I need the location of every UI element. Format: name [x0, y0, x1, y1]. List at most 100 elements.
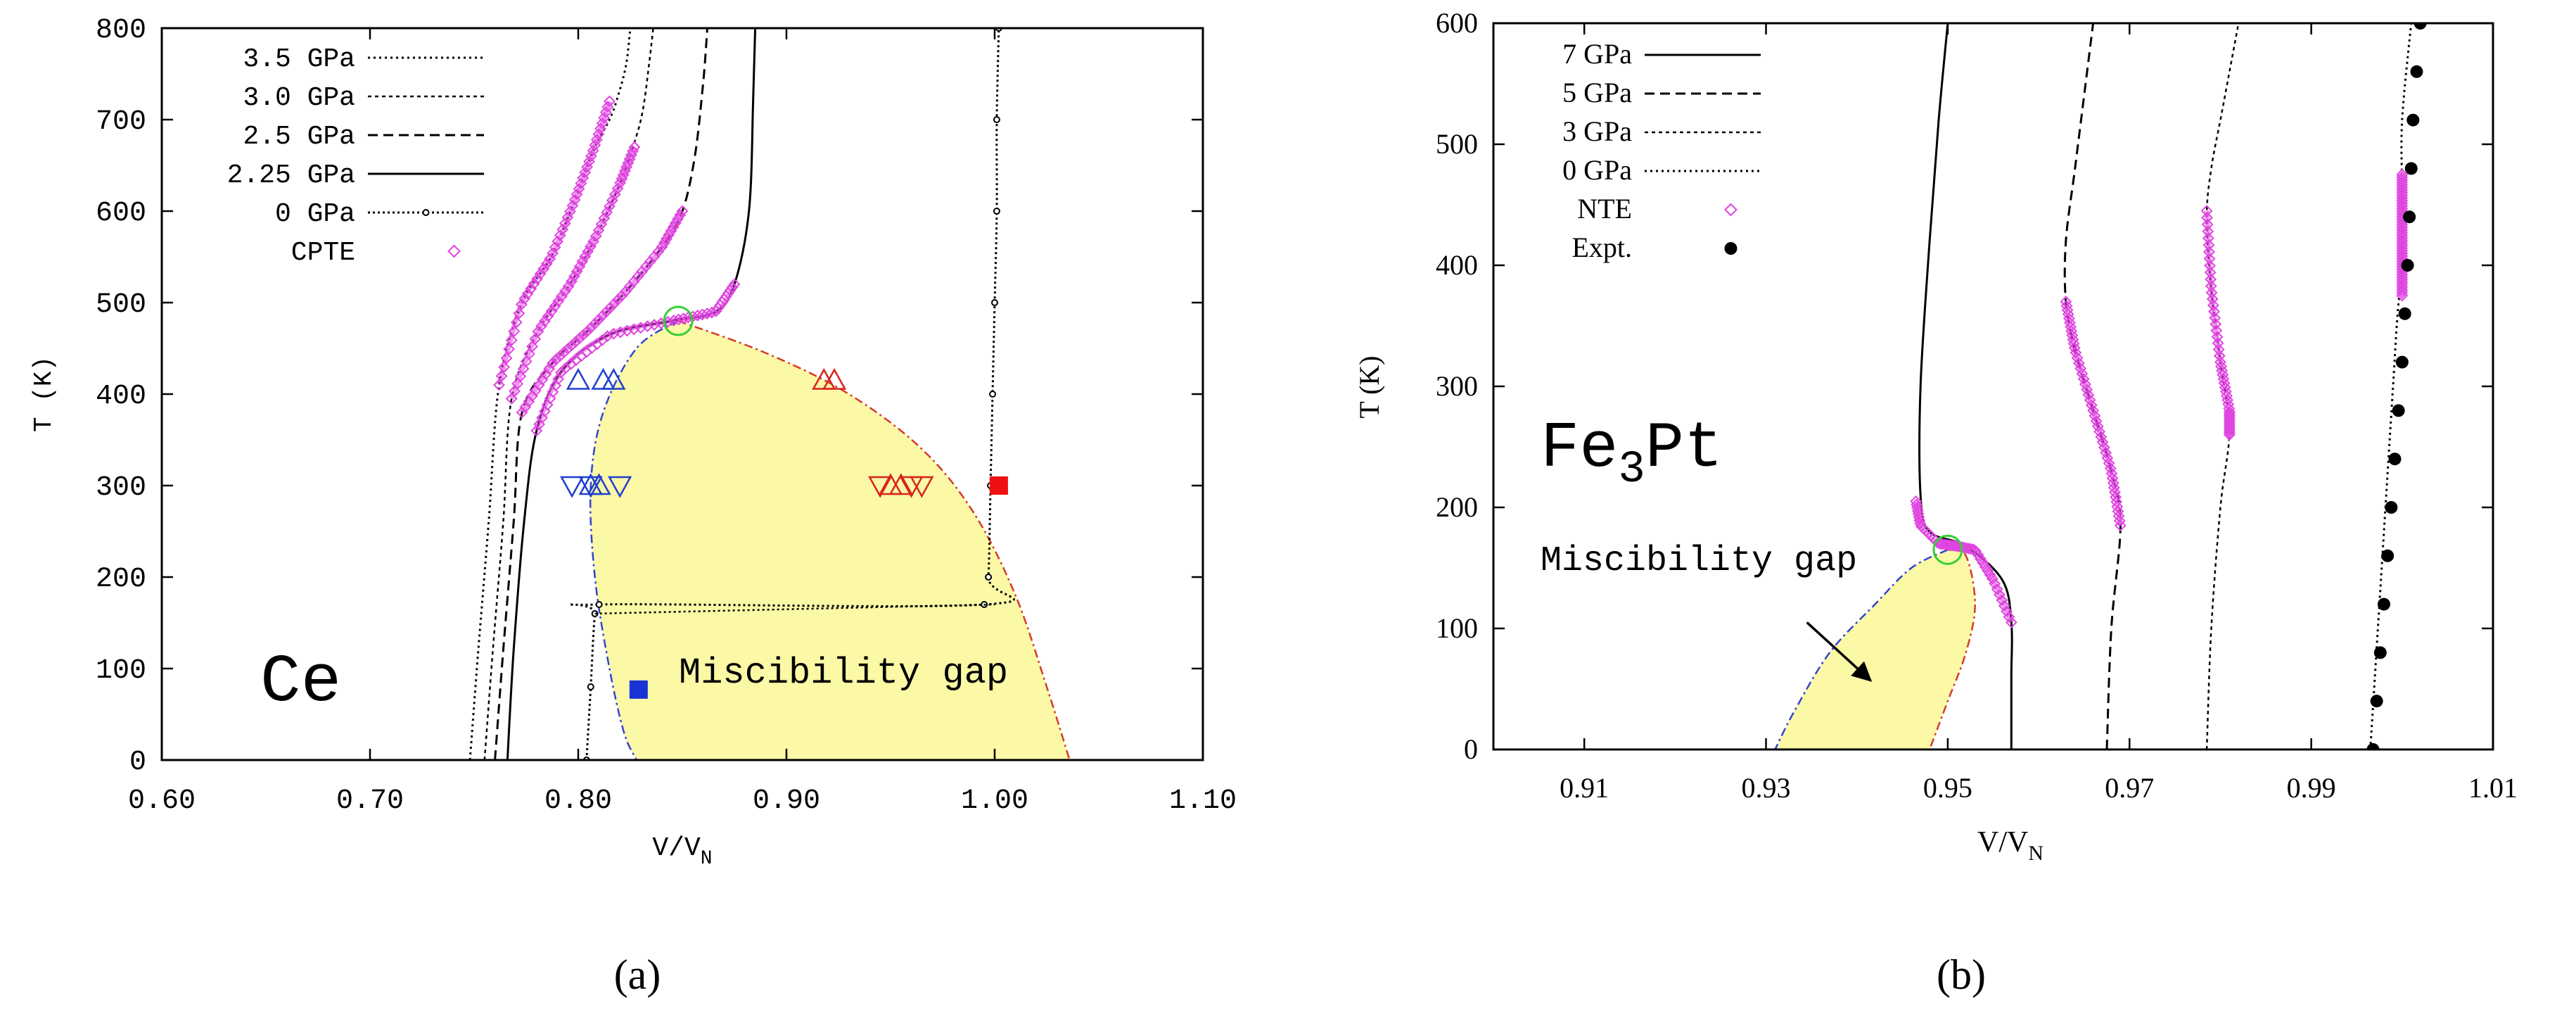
nte-marker — [1991, 583, 2003, 595]
nte-marker — [2001, 605, 2013, 618]
cpte-marker — [627, 323, 640, 336]
y-tick-label: 400 — [1436, 249, 1478, 281]
y-tick-label: 0 — [129, 747, 146, 778]
cpte-marker — [523, 348, 535, 360]
y-tick-label: 800 — [96, 15, 146, 46]
cpte-marker — [493, 379, 505, 391]
cpte-marker — [642, 320, 653, 333]
x-tick-label: 0.70 — [336, 785, 404, 817]
cpte-marker — [592, 313, 605, 326]
cpte-marker — [635, 322, 647, 334]
cpte-marker — [542, 310, 554, 322]
legend-label: Expt. — [1571, 232, 1632, 263]
nte-marker — [2207, 299, 2219, 312]
nte-marker — [2212, 343, 2225, 356]
miscibility-gap-fill — [590, 321, 1070, 760]
cpte-marker — [661, 233, 672, 245]
nte-marker — [2213, 350, 2226, 362]
legend-label: 0 GPa — [275, 199, 355, 229]
nte-marker — [2204, 259, 2216, 272]
triangle-up-marker — [888, 473, 913, 495]
x-axis-label-a: V/VN — [652, 833, 712, 870]
cpte-marker — [509, 385, 521, 398]
cpte-marker — [677, 312, 689, 325]
nte-marker — [1982, 564, 1994, 577]
x-tick-label: 1.01 — [2468, 772, 2518, 804]
nte-marker — [2396, 289, 2409, 302]
x-tick-label: 0.91 — [1560, 772, 1609, 804]
cpte-marker — [518, 292, 531, 305]
cpte-marker — [656, 241, 668, 253]
cpte-marker — [604, 301, 616, 314]
cpte-marker — [691, 309, 704, 322]
triangle-up-marker — [566, 367, 591, 390]
nte-marker — [2081, 384, 2093, 395]
legend-label: 5 GPa — [1562, 77, 1632, 108]
cpte-marker — [674, 209, 687, 222]
cpte-marker — [534, 267, 547, 280]
nte-marker — [2085, 399, 2098, 412]
cpte-marker — [500, 352, 513, 365]
nte-marker — [2067, 338, 2080, 350]
y-tick-label: 200 — [96, 564, 146, 595]
series-line-0-gpa — [2369, 23, 2413, 749]
cpte-marker — [529, 333, 542, 346]
series-point — [989, 391, 997, 398]
cpte-marker — [658, 236, 670, 249]
y-axis-label-b: T (K) — [1353, 355, 1385, 418]
nte-marker — [1979, 561, 1991, 573]
chart-panel-b: 0.91 0.93 0.95 0.97 0.99 1.01 0 100 200 300 400 500… — [1353, 7, 2518, 998]
y-tick-label: 600 — [1436, 7, 1478, 39]
nte-marker — [1998, 600, 2010, 612]
triangle-up-marker — [601, 367, 626, 390]
nte-marker — [2223, 422, 2236, 435]
expt-point — [2414, 23, 2427, 30]
nte-marker — [2208, 305, 2220, 318]
cpte-marker — [668, 315, 680, 327]
plot-area-b — [1493, 23, 2493, 749]
nte-marker — [1975, 552, 1987, 565]
expt-point — [2381, 549, 2395, 562]
cpte-marker — [545, 305, 558, 317]
critical-point-circle — [663, 305, 694, 336]
expt-point — [2370, 695, 2383, 708]
series-line-7-gpa — [1918, 23, 2013, 749]
x-tick-label: 1.10 — [1169, 785, 1237, 817]
nte-marker — [1941, 538, 1953, 551]
cpte-marker — [505, 393, 518, 405]
series-line-5-gpa — [2063, 23, 2122, 749]
nte-marker — [2103, 457, 2115, 469]
cpte-marker — [566, 339, 578, 352]
nte-marker — [1939, 538, 1951, 551]
cpte-marker — [576, 255, 589, 267]
legend-label: 2.5 GPa — [243, 122, 355, 152]
expt-point — [2403, 210, 2416, 224]
nte-marker — [1970, 545, 1982, 557]
nte-marker — [2112, 510, 2125, 522]
cpte-marker — [526, 340, 538, 353]
critical-point-circle — [1932, 534, 1963, 565]
nte-marker — [2202, 232, 2214, 244]
cpte-marker — [531, 272, 544, 285]
cpte-marker — [577, 329, 589, 341]
cpte-marker — [556, 290, 568, 303]
cpte-marker — [549, 300, 561, 312]
gap-annotation-b: Miscibility gap — [1541, 541, 1857, 581]
nte-marker — [2223, 420, 2236, 433]
nte-marker — [2209, 312, 2221, 324]
legend-label: 7 GPa — [1562, 38, 1632, 70]
nte-marker — [2203, 246, 2215, 258]
cpte-marker — [503, 343, 516, 355]
legend-label: 2.25 GPa — [227, 160, 355, 191]
gap-annotation-a: Miscibility gap — [679, 652, 1008, 694]
nte-marker — [1910, 495, 1923, 507]
nte-marker — [2111, 500, 2124, 513]
miscibility-gap-region-a — [589, 319, 1071, 760]
nte-marker — [1911, 498, 1923, 511]
x-tick-label: 0.93 — [1742, 772, 1791, 804]
cpte-marker — [525, 282, 537, 295]
gap-boundary-left — [1774, 549, 1949, 749]
cpte-marker — [601, 330, 613, 343]
nte-marker — [1989, 578, 2001, 590]
